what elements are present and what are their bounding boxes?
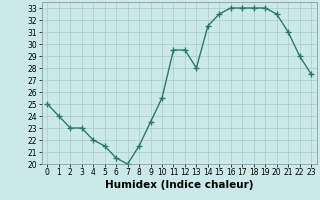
X-axis label: Humidex (Indice chaleur): Humidex (Indice chaleur) [105,180,253,190]
